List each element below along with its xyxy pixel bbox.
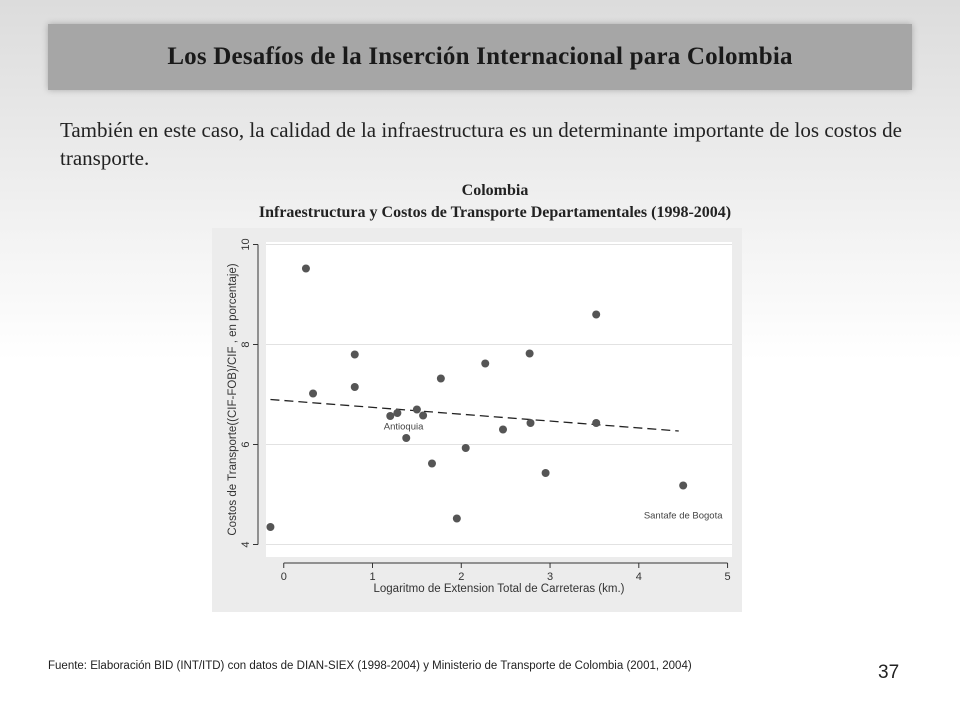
data-point (350, 383, 359, 391)
y-tick-label: 10 (240, 238, 252, 250)
data-point (481, 359, 490, 368)
x-tick-label: 3 (547, 571, 553, 583)
x-tick-label: 4 (636, 571, 642, 583)
data-point (419, 411, 428, 420)
point-annotation: Santafe de Bogota (644, 511, 723, 522)
data-point (412, 405, 421, 414)
data-point (461, 444, 470, 452)
x-tick-label: 2 (458, 571, 464, 583)
scatter-chart: 4 6 8 10 0 1 2 3 4 5 Logaritmo de Extension Total … (212, 228, 742, 612)
data-point (301, 264, 310, 273)
data-point (393, 409, 402, 417)
page-number: 37 (878, 662, 900, 683)
y-tick-label: 4 (240, 541, 252, 547)
data-point (452, 514, 461, 523)
plot-area (266, 242, 732, 557)
axes (253, 244, 729, 568)
trend-line (270, 398, 679, 432)
y-tick-label: 6 (240, 441, 252, 447)
data-point (436, 374, 445, 383)
data-point (402, 434, 411, 442)
data-point (541, 469, 550, 477)
data-point (592, 310, 601, 319)
slide-title: Los Desafíos de la Inserción Internacion… (167, 43, 793, 70)
data-points (266, 264, 688, 531)
data-point (679, 481, 688, 490)
x-tick-label: 1 (369, 571, 375, 583)
chart-title-block: Colombia Infraestructura y Costos de Tra… (140, 180, 850, 224)
slide-title-bar: Los Desafíos de la Inserción Internacion… (48, 24, 912, 90)
chart-title: Colombia (461, 182, 529, 199)
x-tick-label: 0 (281, 571, 287, 583)
data-point (350, 350, 359, 359)
data-point (592, 419, 601, 427)
data-point (386, 412, 395, 420)
chart-subtitle: Infraestructura y Costos de Transporte D… (258, 204, 732, 221)
data-point (266, 523, 275, 531)
data-point (526, 419, 535, 427)
data-point (498, 425, 507, 434)
axis-labels: 4 6 8 10 0 1 2 3 4 5 Logaritmo de Extension Total … (227, 238, 731, 595)
data-point (525, 349, 534, 358)
data-point (309, 389, 318, 398)
y-axis-title: Costos de Transporte((CIF-FOB)/CIF , en … (227, 263, 239, 535)
data-point (427, 459, 436, 468)
grid-lines (266, 244, 732, 545)
y-tick-label: 8 (240, 341, 252, 347)
x-axis-title: Logaritmo de Extension Total de Carreter… (374, 583, 625, 595)
x-tick-label: 5 (724, 571, 730, 583)
point-annotation: Antioquia (384, 422, 424, 433)
intro-paragraph: También en este caso, la calidad de la i… (60, 118, 902, 170)
source-footnote: Fuente: Elaboración BID (INT/ITD) con da… (48, 660, 692, 672)
